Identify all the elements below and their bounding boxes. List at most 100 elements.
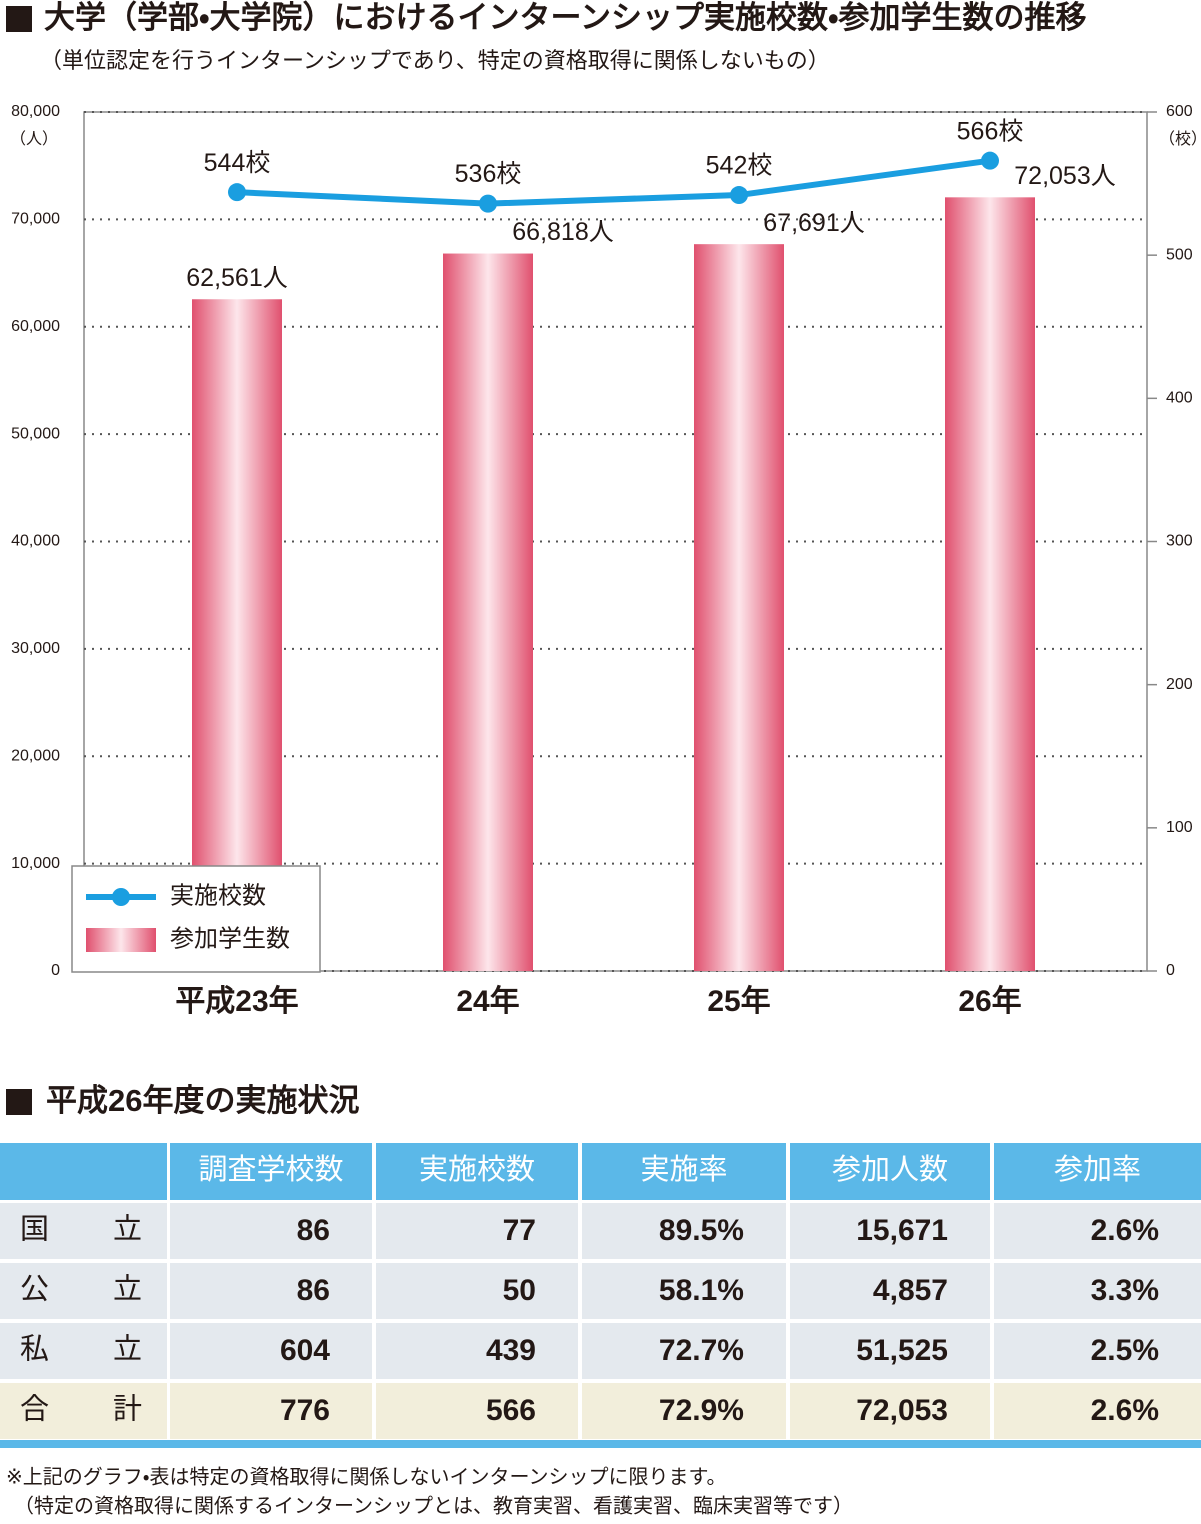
table-header: 実施校数 — [419, 1153, 535, 1186]
value-label: 566校 — [957, 117, 1024, 145]
chart-title: 大学（学部・大学院）におけるインターンシップ実施校数・参加学生数の推移 — [44, 0, 1087, 35]
table-cell — [582, 1383, 786, 1439]
table-value: 439 — [486, 1334, 536, 1367]
table-header-cell — [994, 1143, 1201, 1200]
y-tick-label: 30,000 — [11, 640, 60, 657]
table-header-cell — [790, 1143, 990, 1200]
table-value: 566 — [486, 1394, 536, 1427]
legend-swatch — [112, 888, 130, 906]
table-cell — [376, 1203, 578, 1259]
value-label: 67,691人 — [763, 209, 864, 237]
table-value: 3.3% — [1091, 1274, 1159, 1307]
table-value: 4,857 — [873, 1274, 948, 1307]
legend-swatch — [86, 928, 156, 952]
footnote: （特定の資格取得に関係するインターンシップとは、教育実習、看護実習、臨床実習等で… — [14, 1494, 853, 1517]
table-row-label: 公立 — [20, 1273, 206, 1306]
section-marker — [6, 1089, 32, 1115]
y-tick-label: 0 — [51, 962, 60, 979]
table-cell — [376, 1323, 578, 1379]
y2-tick-label: 200 — [1166, 676, 1193, 693]
table-cell — [790, 1263, 990, 1319]
y2-unit: （校） — [1159, 130, 1201, 148]
footnote: ※上記のグラフ・表は特定の資格取得に関係しないインターンシップに限ります。 — [6, 1465, 727, 1488]
y2-tick-label: 300 — [1166, 533, 1193, 550]
table-value: 86 — [297, 1214, 330, 1247]
chart-subtitle: （単位認定を行うインターンシップであり、特定の資格取得に関係しないもの） — [40, 48, 830, 73]
x-tick-label: 24年 — [456, 985, 519, 1018]
value-label: 72,053人 — [1014, 162, 1115, 190]
table-cell — [582, 1203, 786, 1259]
table-header-cell — [376, 1143, 578, 1200]
table-header-cell — [0, 1143, 167, 1200]
table-cell — [582, 1263, 786, 1319]
table-cell — [0, 1263, 167, 1319]
table-cell — [376, 1263, 578, 1319]
legend-label: 参加学生数 — [170, 925, 290, 952]
bar — [694, 244, 784, 971]
y2-tick-label: 100 — [1166, 819, 1193, 836]
line-point — [479, 194, 497, 213]
table-cell — [0, 1203, 167, 1259]
value-label: 66,818人 — [512, 218, 613, 246]
line-point — [981, 151, 999, 170]
x-tick-label: 26年 — [958, 985, 1021, 1018]
table-cell — [170, 1323, 372, 1379]
table-value: 77 — [503, 1214, 536, 1247]
table-value: 51,525 — [856, 1334, 948, 1367]
table-row-label: 私立 — [20, 1333, 206, 1366]
bar — [443, 253, 533, 971]
value-label: 536校 — [455, 160, 522, 188]
y2-tick-label: 0 — [1166, 962, 1175, 979]
line-point — [730, 186, 748, 205]
table-cell — [170, 1263, 372, 1319]
y-tick-label: 50,000 — [11, 425, 60, 442]
legend-box — [71, 865, 321, 973]
y2-tick-label: 600 — [1166, 103, 1193, 120]
table-row-label: 国立 — [20, 1213, 206, 1246]
value-label: 544校 — [204, 149, 271, 177]
y2-tick-label: 500 — [1166, 246, 1193, 263]
y2-tick-label: 400 — [1166, 390, 1193, 407]
y-tick-label: 70,000 — [11, 211, 60, 228]
title-marker — [6, 6, 32, 32]
line-point — [228, 183, 246, 202]
table-cell — [170, 1203, 372, 1259]
legend-label: 実施校数 — [170, 882, 266, 909]
value-label: 542校 — [706, 152, 773, 180]
table-cell — [376, 1383, 578, 1439]
table-cell — [170, 1383, 372, 1439]
y-unit: （人） — [10, 130, 58, 148]
table-header: 参加率 — [1054, 1153, 1141, 1186]
table-bottom-rule — [0, 1440, 1201, 1448]
table-value: 15,671 — [856, 1214, 948, 1247]
y-tick-label: 10,000 — [11, 855, 60, 872]
table-cell — [994, 1263, 1201, 1319]
table-value: 50 — [503, 1274, 536, 1307]
table-header-cell — [582, 1143, 786, 1200]
table-row-label: 合計 — [20, 1393, 206, 1426]
table-cell — [582, 1323, 786, 1379]
value-label: 62,561人 — [186, 264, 287, 292]
table-cell — [994, 1203, 1201, 1259]
table-value: 2.6% — [1091, 1394, 1159, 1427]
table-value: 72.7% — [659, 1334, 744, 1367]
table-cell — [0, 1383, 167, 1439]
table-value: 72.9% — [659, 1394, 744, 1427]
table-value: 86 — [297, 1274, 330, 1307]
line — [236, 157, 991, 207]
table-cell — [0, 1323, 167, 1379]
table-header: 実施率 — [640, 1153, 727, 1186]
table-title: 平成26年度の実施状況 — [46, 1083, 359, 1118]
y-tick-label: 80,000 — [11, 103, 60, 120]
bar — [945, 197, 1035, 971]
y-tick-label: 40,000 — [11, 533, 60, 550]
table-cell — [790, 1203, 990, 1259]
table-header-cell — [170, 1143, 372, 1200]
table-value: 72,053 — [856, 1394, 948, 1427]
x-tick-label: 平成23年 — [175, 985, 298, 1018]
table-header: 参加人数 — [832, 1153, 948, 1186]
table-cell — [790, 1383, 990, 1439]
table-cell — [994, 1383, 1201, 1439]
